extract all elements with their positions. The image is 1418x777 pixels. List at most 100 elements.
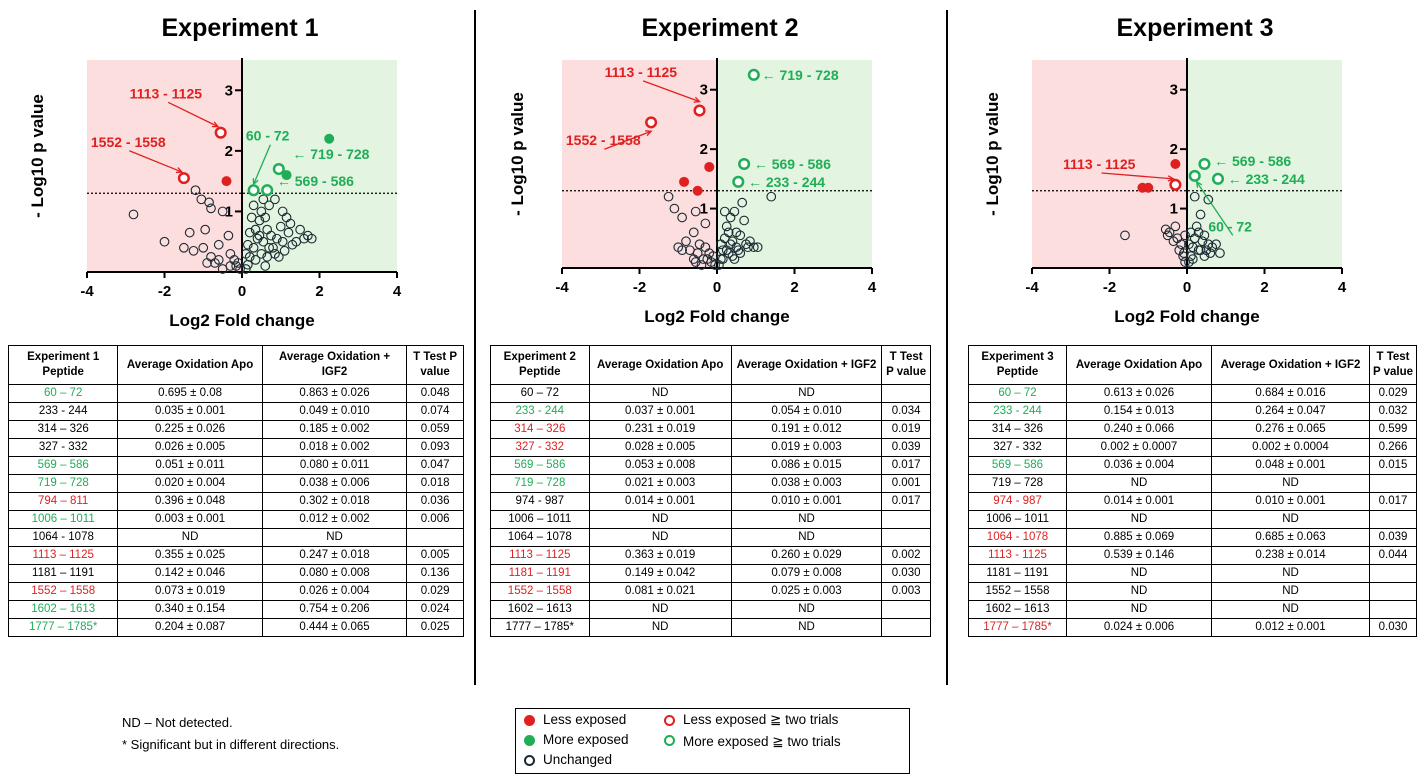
unchanged-point (260, 261, 271, 271)
unchanged-point (735, 248, 746, 258)
x-tick-label: -2 (633, 279, 646, 296)
unchanged-point (688, 227, 699, 238)
less-exposed-point (1170, 159, 1181, 169)
peptide-cell: 1602 – 1613 (968, 600, 1067, 619)
unchanged-point (739, 215, 749, 226)
table-header-row: Experiment 3 Peptide Average Oxidation Ap… (968, 345, 1417, 385)
panel-divider-2 (946, 10, 948, 685)
x-tick-label: 4 (868, 279, 877, 296)
value-cell: 0.080 ± 0.008 (261, 564, 408, 583)
value-cell: 0.863 ± 0.026 (261, 384, 408, 403)
volcano-plot-1: -4 -2 0 2 4 1 2 3 Log2 Fold change - Log10 p valu… (28, 58, 402, 330)
column-header: T Test P value (881, 345, 931, 385)
peptide-cell: 327 - 332 (7, 438, 119, 457)
peptide-cell: 60 – 72 (490, 384, 590, 403)
legend-unchanged: Unchanged (524, 752, 612, 767)
peptide-cell: 1064 - 1078 (7, 528, 119, 547)
value-cell: 0.238 ± 0.014 (1211, 546, 1370, 565)
unchanged-point (1170, 221, 1181, 232)
value-cell: 0.080 ± 0.011 (261, 456, 408, 475)
value-cell: ND (1211, 474, 1370, 493)
annotation-arrow (642, 80, 700, 103)
value-cell: ND (588, 384, 732, 403)
experiment-3-panel: Experiment 3 -4 -2 0 2 4 1 2 3 Log2 Fold change -… (960, 0, 1418, 690)
value-cell: 0.017 (881, 492, 931, 511)
value-cell: ND (588, 600, 732, 619)
value-cell: 0.002 ± 0.0004 (1211, 438, 1370, 457)
x-axis-label: Log2 Fold change (169, 311, 314, 330)
value-cell: 0.024 ± 0.006 (1066, 618, 1212, 637)
less-exposed-two-trials-point (645, 116, 658, 129)
unchanged-point (213, 239, 224, 250)
unchanged-point (1184, 239, 1194, 250)
unchanged-point (748, 242, 759, 253)
table-row: 794 – 811 0.396 ± 0.048 0.302 ± 0.018 0.036 (7, 492, 464, 511)
unchanged-point (264, 242, 274, 253)
unchanged-point (188, 245, 199, 256)
unchanged-point (217, 264, 228, 274)
less-exposed-two-trials-point (693, 104, 706, 117)
peptide-cell: 974 - 987 (968, 492, 1067, 511)
annotation-arrow (604, 130, 652, 150)
value-cell: 0.019 (881, 420, 931, 439)
peptide-annotation: 1113 - 1125 (605, 64, 678, 80)
table-row: 327 - 332 0.002 ± 0.0007 0.002 ± 0.0004 0.2… (968, 438, 1417, 457)
table-row: 1602 – 1613 ND ND (968, 600, 1417, 619)
red-ring-icon (664, 715, 675, 726)
x-tick-label: 2 (315, 283, 323, 300)
arrow-head (211, 121, 220, 128)
x-tick-label: 0 (713, 279, 721, 296)
unchanged-point (258, 194, 269, 205)
unchanged-point (719, 206, 730, 217)
more-exposed-point (281, 170, 292, 181)
peptide-cell: 569 – 586 (490, 456, 590, 475)
peptide-cell: 1064 - 1078 (968, 528, 1067, 547)
value-cell: 0.026 ± 0.005 (117, 438, 263, 457)
peptide-cell: 1181 – 1191 (7, 564, 119, 583)
peptide-cell: 60 – 72 (968, 384, 1067, 403)
value-cell: 0.047 (406, 456, 464, 475)
value-cell: 0.028 ± 0.005 (588, 438, 732, 457)
value-cell: 0.014 ± 0.001 (588, 492, 732, 511)
unchanged-point (669, 203, 680, 214)
value-cell: 0.036 ± 0.004 (1066, 456, 1212, 475)
unchanged-point (217, 206, 228, 217)
legend: Less exposed More exposed Unchanged Less… (515, 708, 910, 774)
peptide-annotation: ← 569 - 586 (1214, 153, 1291, 169)
unchanged-point (1189, 191, 1200, 202)
value-cell: 0.149 ± 0.042 (588, 564, 732, 583)
unchanged-point (272, 233, 282, 244)
table-row: 1181 – 1191 ND ND (968, 564, 1417, 583)
annotation-arrow (167, 101, 219, 128)
unchanged-point (241, 248, 251, 259)
value-cell: 0.225 ± 0.026 (117, 420, 263, 439)
table-row: 327 - 332 0.028 ± 0.005 0.019 ± 0.003 0.039 (490, 438, 931, 457)
value-cell: 0.093 (406, 438, 464, 457)
table-row: 1777 – 1785* ND ND (490, 618, 931, 637)
unchanged-point (277, 236, 288, 247)
table-row: 60 – 72 0.695 ± 0.08 0.863 ± 0.026 0.048 (7, 384, 464, 403)
value-cell: 0.025 (406, 618, 464, 637)
peptide-cell: 314 – 326 (7, 420, 119, 439)
unchanged-point (1197, 236, 1208, 247)
value-cell: 0.396 ± 0.048 (117, 492, 263, 511)
unchanged-point (733, 245, 744, 256)
table-row: 60 – 72 0.613 ± 0.026 0.684 ± 0.016 0.029 (968, 384, 1417, 403)
unchanged-point (1203, 194, 1214, 205)
value-cell: 0.010 ± 0.001 (1211, 492, 1370, 511)
table-row: 327 - 332 0.026 ± 0.005 0.018 ± 0.002 0.093 (7, 438, 464, 457)
value-cell: 0.185 ± 0.002 (261, 420, 408, 439)
unchanged-point (248, 242, 259, 253)
value-cell: 0.001 (881, 474, 931, 493)
less-exposed-region (1032, 60, 1187, 268)
value-cell: 0.012 ± 0.002 (261, 510, 408, 529)
value-cell: 0.003 (881, 582, 931, 601)
table-row: 1006 – 1011 ND ND (968, 510, 1417, 529)
unchanged-point (677, 212, 687, 223)
peptide-cell: 1777 – 1785* (968, 618, 1067, 637)
arrow-head (175, 167, 184, 174)
value-cell: 0.685 ± 0.063 (1211, 528, 1370, 547)
experiment-2-panel: Experiment 2 -4 -2 0 2 4 1 2 3 Log2 Fold change -… (485, 0, 955, 690)
x-tick-label: -4 (80, 283, 94, 300)
value-cell: 0.142 ± 0.046 (117, 564, 263, 583)
